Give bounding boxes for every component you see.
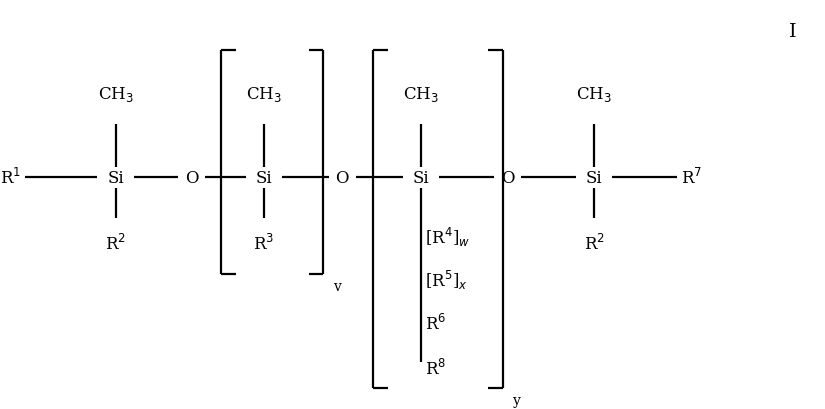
Text: R$^2$: R$^2$ [105,233,126,254]
Text: CH$_3$: CH$_3$ [97,85,134,103]
Text: [R$^5$]$_x$: [R$^5$]$_x$ [425,269,468,292]
Text: Si: Si [107,169,124,187]
Text: O: O [185,169,198,187]
Text: R$^8$: R$^8$ [425,358,446,378]
Text: R$^1$: R$^1$ [0,168,21,188]
Text: y: y [513,393,521,407]
Text: R$^3$: R$^3$ [253,233,275,254]
Text: [R$^4$]$_w$: [R$^4$]$_w$ [425,226,470,249]
Text: Si: Si [412,169,429,187]
Text: R$^6$: R$^6$ [425,313,446,333]
Text: Si: Si [256,169,272,187]
Text: CH$_3$: CH$_3$ [576,85,612,103]
Text: CH$_3$: CH$_3$ [403,85,439,103]
Text: O: O [336,169,349,187]
Text: R$^2$: R$^2$ [583,233,605,254]
Text: O: O [501,169,514,187]
Text: R$^7$: R$^7$ [681,168,702,188]
Text: I: I [789,22,796,40]
Text: CH$_3$: CH$_3$ [246,85,282,103]
Text: v: v [333,279,342,293]
Text: Si: Si [586,169,602,187]
